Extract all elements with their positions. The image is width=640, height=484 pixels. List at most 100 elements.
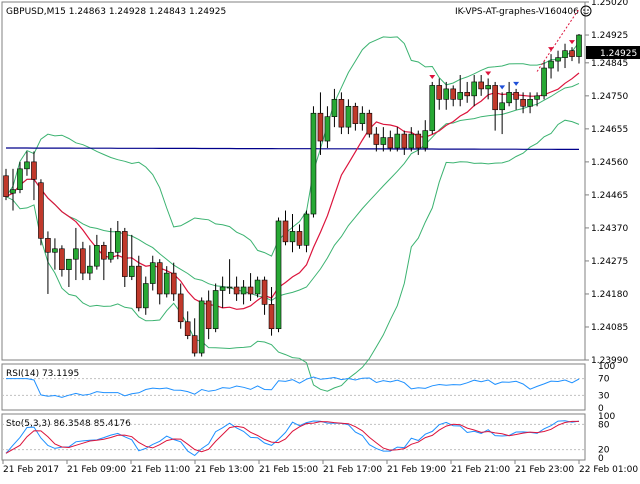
candle xyxy=(310,106,317,218)
candle xyxy=(345,99,352,135)
price-tick-label: 1.24370 xyxy=(591,224,628,234)
rsi-level-label: 0 xyxy=(598,404,604,414)
time-tick-label: 21 Feb 21:00 xyxy=(451,465,510,475)
candle xyxy=(233,276,240,301)
candle xyxy=(562,43,568,69)
candle xyxy=(422,120,429,152)
candle xyxy=(443,81,450,110)
price-tick-label: 1.25020 xyxy=(591,0,628,8)
candle xyxy=(184,311,191,340)
stoch-level-label: 100 xyxy=(598,412,615,422)
price-tick-label: 1.24275 xyxy=(591,257,628,267)
candle xyxy=(548,54,554,79)
candle xyxy=(275,217,282,333)
candle xyxy=(212,283,219,333)
candle xyxy=(401,130,408,155)
slow-moving-average-line xyxy=(6,147,579,150)
rsi-level-label: 70 xyxy=(598,375,610,385)
candle xyxy=(135,255,142,312)
candle xyxy=(513,88,519,110)
candle xyxy=(66,258,72,288)
current-price-text: 1.24925 xyxy=(600,49,637,59)
candle xyxy=(373,127,380,152)
time-tick-label: 21 Feb 2017 xyxy=(3,465,59,475)
candle xyxy=(282,210,289,246)
candle xyxy=(3,168,9,201)
price-tick-label: 1.24750 xyxy=(591,92,628,102)
candle xyxy=(450,85,457,107)
time-tick-label: 21 Feb 11:00 xyxy=(131,465,190,475)
stoch-level-label: 20 xyxy=(598,446,610,456)
candle xyxy=(38,179,44,246)
price-tick-label: 1.24180 xyxy=(591,290,628,300)
candle xyxy=(261,276,268,315)
price-tick-label: 1.24560 xyxy=(591,158,628,168)
candle xyxy=(191,318,198,357)
rsi-label: RSI(14) 73.1195 xyxy=(6,369,79,379)
current-price-marker: 1.24925 xyxy=(586,46,640,59)
candle xyxy=(506,81,512,107)
trade-arrow-icon xyxy=(499,85,506,90)
candle xyxy=(198,297,205,357)
candle xyxy=(569,47,575,62)
candle xyxy=(380,127,387,152)
trade-arrow-icon xyxy=(485,71,492,76)
candle xyxy=(352,102,359,131)
stoch-label: Sto(5,3,3) 86.3548 85.4176 xyxy=(6,419,131,429)
candle xyxy=(478,74,484,96)
stoch-level-label: 80 xyxy=(598,420,610,430)
time-tick-label: 22 Feb 01:00 xyxy=(579,465,638,475)
stoch-level-label: 0 xyxy=(598,454,604,464)
stoch-signal-line xyxy=(5,420,579,454)
candle xyxy=(31,151,37,201)
time-tick-label: 21 Feb 17:00 xyxy=(323,465,382,475)
time-tick-label: 21 Feb 23:00 xyxy=(515,465,574,475)
candle xyxy=(219,276,226,308)
candle xyxy=(429,81,436,135)
candle xyxy=(576,33,582,64)
price-tick-label: 1.24465 xyxy=(591,191,628,201)
smiley-face-icon[interactable] xyxy=(580,5,592,17)
time-tick-label: 21 Feb 15:00 xyxy=(259,465,318,475)
candle xyxy=(324,106,331,148)
candle xyxy=(471,74,477,107)
candle xyxy=(128,234,135,281)
candle xyxy=(359,106,366,131)
candle xyxy=(240,280,247,305)
candle xyxy=(303,210,310,253)
candle xyxy=(121,227,128,288)
candle xyxy=(177,283,184,329)
candle xyxy=(17,161,23,194)
price-tick-label: 1.24655 xyxy=(591,125,628,135)
candle xyxy=(226,259,233,294)
candle xyxy=(408,127,415,152)
candle xyxy=(534,92,540,107)
candle xyxy=(499,92,505,135)
candle xyxy=(73,227,79,281)
candles-group xyxy=(3,33,582,357)
trade-arrow-icon xyxy=(569,40,576,45)
candle xyxy=(87,245,93,281)
price-tick-label: 1.24085 xyxy=(591,323,628,333)
rsi-level-label: 30 xyxy=(598,391,610,401)
candle xyxy=(115,220,121,260)
candle xyxy=(485,78,491,100)
candle xyxy=(254,276,261,298)
rsi-panel-border xyxy=(1,363,586,411)
candle xyxy=(296,224,303,249)
candle xyxy=(108,227,114,263)
stoch-panel-border xyxy=(1,413,586,461)
trade-line xyxy=(536,8,580,72)
candle xyxy=(289,214,296,253)
candle xyxy=(163,266,170,298)
candle xyxy=(457,74,464,107)
candle xyxy=(59,245,65,277)
candle xyxy=(24,151,30,176)
time-tick-label: 21 Feb 09:00 xyxy=(67,465,126,475)
candle xyxy=(142,276,149,315)
candle xyxy=(492,81,498,131)
rsi-line xyxy=(6,376,580,398)
candle xyxy=(338,92,345,135)
